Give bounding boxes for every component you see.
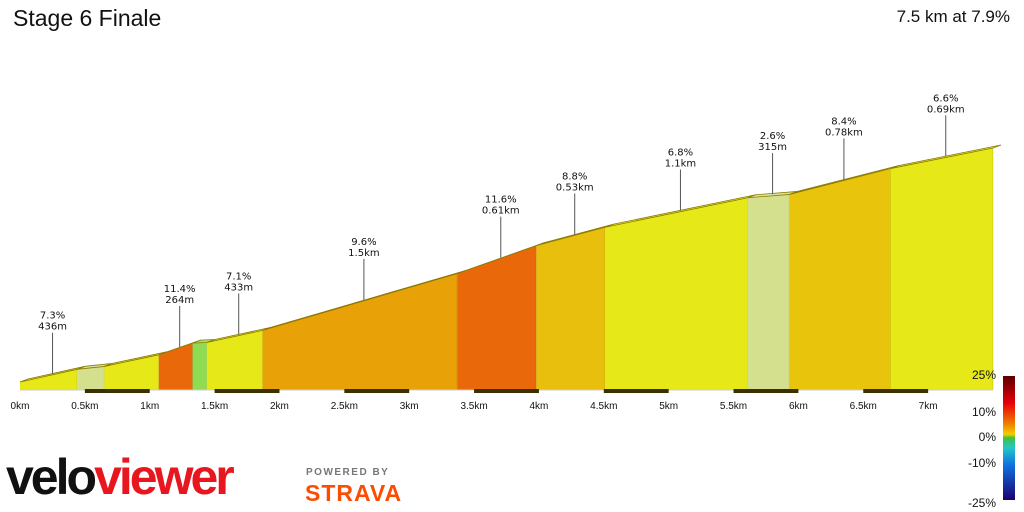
km-bar [214, 389, 280, 393]
legend-tick-label: 25% [972, 368, 996, 382]
km-bar [344, 389, 410, 393]
chart-title: Stage 6 Finale [13, 5, 162, 31]
segment-gradient-label: 11.4% [164, 284, 196, 295]
segment-gradient-label: 8.8% [562, 171, 587, 182]
legend-tick-label: -10% [968, 456, 996, 470]
profile-segment [158, 343, 193, 390]
segment-gradient-label: 6.8% [668, 147, 693, 158]
segment-length-label: 0.53km [556, 182, 594, 193]
segment-length-label: 1.5km [348, 248, 379, 259]
profile-segment [747, 194, 790, 390]
powered-by-label: POWERED BY [306, 467, 390, 478]
km-bar [863, 389, 929, 393]
profile-segment [605, 197, 748, 390]
x-tick-label: 5km [659, 401, 678, 412]
segment-length-label: 315m [758, 142, 787, 153]
segment-length-label: 0.69km [927, 104, 965, 115]
segment-length-label: 436m [38, 322, 67, 333]
km-bar [603, 389, 669, 393]
legend-tick-label: -25% [968, 496, 996, 510]
x-tick-label: 6.5km [850, 401, 877, 412]
x-tick-label: 4km [529, 401, 548, 412]
profile-segments [20, 148, 994, 390]
x-tick-label: 1.5km [201, 401, 228, 412]
segment-gradient-label: 8.4% [831, 117, 856, 128]
x-tick-label: 2.5km [331, 401, 358, 412]
km-bar [84, 389, 150, 393]
x-tick-label: 0km [11, 401, 30, 412]
km-bar [733, 389, 799, 393]
profile-segment [20, 369, 78, 390]
profile-segment [890, 148, 993, 390]
x-tick-label: 5.5km [720, 401, 747, 412]
profile-ridge [19, 144, 1002, 383]
segment-gradient-label: 2.6% [760, 131, 785, 142]
segment-length-label: 0.78km [825, 128, 863, 139]
profile-segment [77, 366, 105, 390]
segment-gradient-label: 7.3% [40, 311, 65, 322]
legend-tick-label: 0% [979, 430, 997, 444]
segment-length-label: 1.1km [665, 158, 696, 169]
strava-logo: STRAVA [305, 480, 403, 506]
km-bar [474, 389, 539, 393]
profile-segment [457, 245, 537, 390]
x-tick-label: 6km [789, 401, 808, 412]
profile-ridge-segment [890, 144, 1002, 169]
segment-gradient-label: 11.6% [485, 195, 517, 206]
segment-gradient-label: 9.6% [351, 237, 376, 248]
x-tick-label: 2km [270, 401, 289, 412]
segment-gradient-label: 6.6% [933, 93, 958, 104]
gradient-legend: 25% 10% 0% -10% -25% [968, 368, 996, 510]
profile-segment [262, 273, 458, 390]
segment-length-label: 0.61km [482, 206, 520, 217]
gradient-legend-bar [1003, 376, 1015, 500]
profile-segment [192, 342, 207, 390]
x-tick-label: 3.5km [460, 401, 487, 412]
segment-length-label: 264m [165, 295, 194, 306]
veloviewer-logo: veloviewer [6, 449, 235, 505]
legend-tick-label: 10% [972, 405, 996, 419]
x-tick-label: 1km [140, 401, 159, 412]
x-tick-label: 7km [919, 401, 938, 412]
profile-segment [206, 330, 263, 390]
x-tick-label: 3km [400, 401, 419, 412]
x-axis: 0km 0.5km 1km 1.5km 2km 2.5km 3km 3.5km 4km 4.5km… [11, 389, 993, 412]
segment-length-label: 433m [224, 282, 253, 293]
x-tick-label: 0.5km [71, 401, 98, 412]
profile-segment [536, 227, 606, 390]
climb-summary: 7.5 km at 7.9% [896, 7, 1010, 26]
profile-segment [789, 168, 891, 390]
segment-annotations: 7.3%436m11.4%264m7.1%433m9.6%1.5km11.6%0… [38, 93, 965, 374]
segment-gradient-label: 7.1% [226, 271, 251, 282]
x-tick-label: 4.5km [590, 401, 617, 412]
